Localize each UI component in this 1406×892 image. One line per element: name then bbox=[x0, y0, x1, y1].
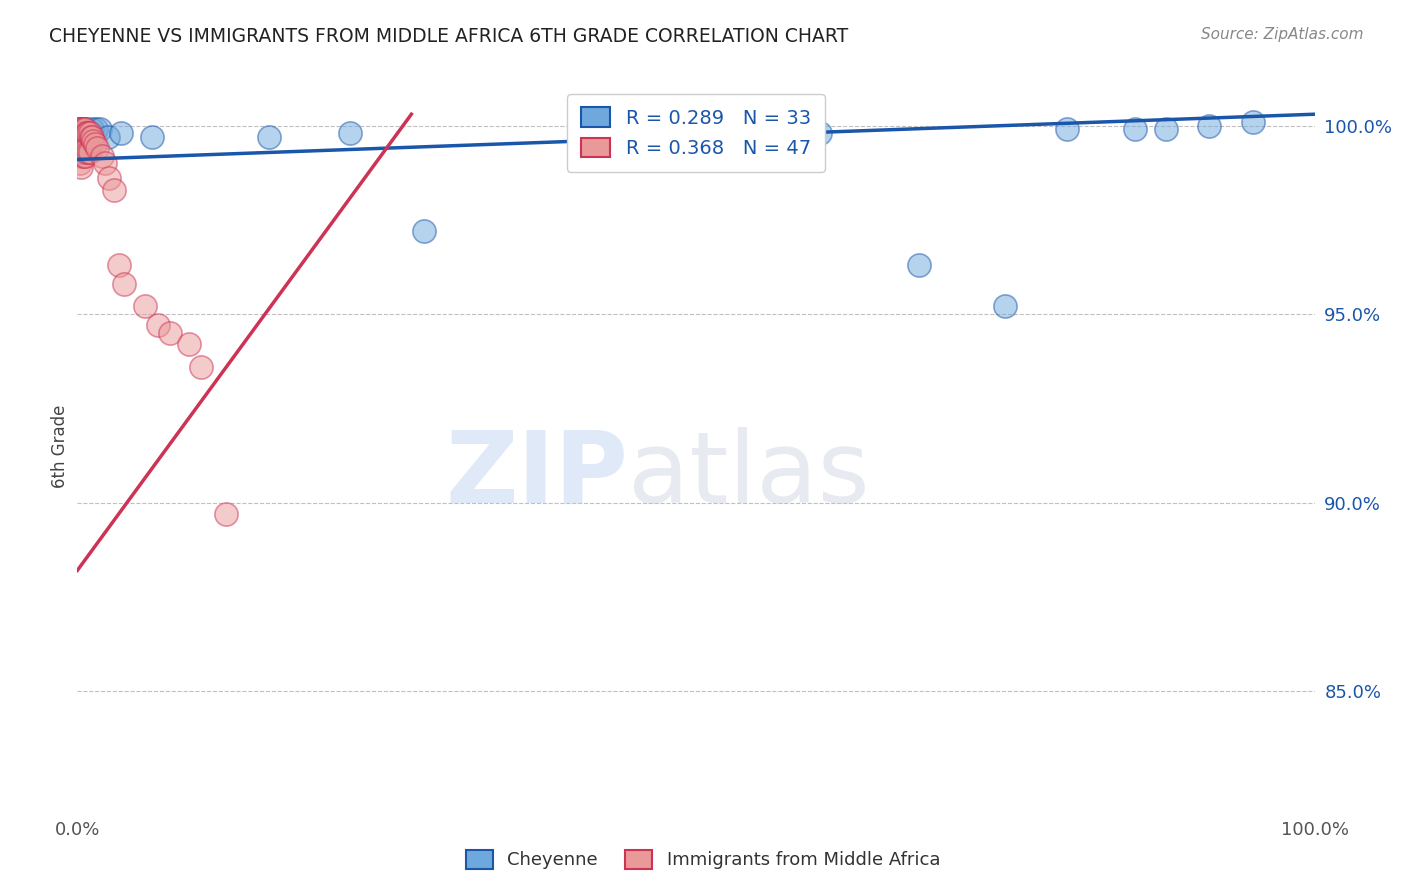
Point bbox=[412, 224, 434, 238]
Point bbox=[91, 149, 114, 163]
Point bbox=[72, 129, 94, 144]
Point bbox=[141, 129, 163, 144]
Point bbox=[808, 126, 831, 140]
Point bbox=[72, 122, 94, 136]
Point bbox=[72, 126, 94, 140]
Point bbox=[89, 122, 111, 136]
Point bbox=[907, 258, 929, 272]
Point bbox=[82, 129, 104, 144]
Text: atlas: atlas bbox=[628, 426, 869, 524]
Point bbox=[110, 126, 132, 140]
Point bbox=[80, 129, 103, 144]
Point bbox=[112, 277, 135, 291]
Legend: Cheyenne, Immigrants from Middle Africa: Cheyenne, Immigrants from Middle Africa bbox=[457, 841, 949, 879]
Point bbox=[257, 129, 280, 144]
Point bbox=[339, 126, 361, 140]
Point bbox=[67, 129, 90, 144]
Point bbox=[69, 145, 91, 159]
Point bbox=[70, 137, 93, 152]
Point bbox=[1198, 119, 1220, 133]
Point bbox=[103, 183, 125, 197]
Y-axis label: 6th Grade: 6th Grade bbox=[51, 404, 69, 488]
Point bbox=[76, 141, 98, 155]
Point bbox=[77, 145, 100, 159]
Point bbox=[1241, 114, 1264, 128]
Point bbox=[98, 171, 121, 186]
Point bbox=[82, 134, 104, 148]
Point bbox=[70, 122, 93, 136]
Point bbox=[72, 134, 94, 148]
Point bbox=[79, 145, 101, 159]
Point bbox=[69, 122, 91, 136]
Point bbox=[75, 126, 97, 140]
Point bbox=[134, 300, 156, 314]
Point bbox=[685, 129, 707, 144]
Point bbox=[994, 300, 1017, 314]
Point bbox=[73, 149, 96, 163]
Point bbox=[72, 134, 94, 148]
Point bbox=[177, 337, 200, 351]
Point bbox=[146, 318, 169, 333]
Point bbox=[76, 126, 98, 140]
Point bbox=[75, 122, 97, 136]
Point bbox=[77, 126, 100, 140]
Text: Source: ZipAtlas.com: Source: ZipAtlas.com bbox=[1201, 27, 1364, 42]
Point bbox=[82, 122, 104, 136]
Point bbox=[1056, 122, 1078, 136]
Point bbox=[84, 122, 107, 136]
Point bbox=[93, 156, 115, 170]
Point bbox=[190, 359, 212, 374]
Point bbox=[86, 141, 108, 155]
Point bbox=[72, 122, 94, 136]
Point bbox=[108, 258, 131, 272]
Point bbox=[83, 137, 105, 152]
Point bbox=[69, 126, 91, 140]
Point bbox=[67, 122, 90, 136]
Point bbox=[72, 149, 94, 163]
Point bbox=[79, 126, 101, 140]
Point bbox=[70, 134, 93, 148]
Point bbox=[72, 122, 94, 136]
Point bbox=[67, 137, 90, 152]
Point bbox=[69, 134, 91, 148]
Point bbox=[69, 156, 91, 170]
Point bbox=[72, 145, 94, 159]
Point bbox=[75, 145, 97, 159]
Point bbox=[73, 134, 96, 148]
Text: ZIP: ZIP bbox=[446, 426, 628, 524]
Legend: R = 0.289   N = 33, R = 0.368   N = 47: R = 0.289 N = 33, R = 0.368 N = 47 bbox=[568, 94, 824, 171]
Point bbox=[73, 122, 96, 136]
Point bbox=[77, 129, 100, 144]
Point bbox=[159, 326, 181, 340]
Point bbox=[70, 160, 93, 174]
Point bbox=[69, 134, 91, 148]
Point bbox=[72, 129, 94, 144]
Point bbox=[73, 126, 96, 140]
Point bbox=[67, 122, 90, 136]
Point bbox=[70, 149, 93, 163]
Text: CHEYENNE VS IMMIGRANTS FROM MIDDLE AFRICA 6TH GRADE CORRELATION CHART: CHEYENNE VS IMMIGRANTS FROM MIDDLE AFRIC… bbox=[49, 27, 848, 45]
Point bbox=[67, 145, 90, 159]
Point bbox=[1123, 122, 1146, 136]
Point bbox=[67, 129, 90, 144]
Point bbox=[215, 507, 238, 521]
Point bbox=[79, 126, 101, 140]
Point bbox=[70, 129, 93, 144]
Point bbox=[76, 126, 98, 140]
Point bbox=[1154, 122, 1177, 136]
Point bbox=[97, 129, 120, 144]
Point bbox=[70, 126, 93, 140]
